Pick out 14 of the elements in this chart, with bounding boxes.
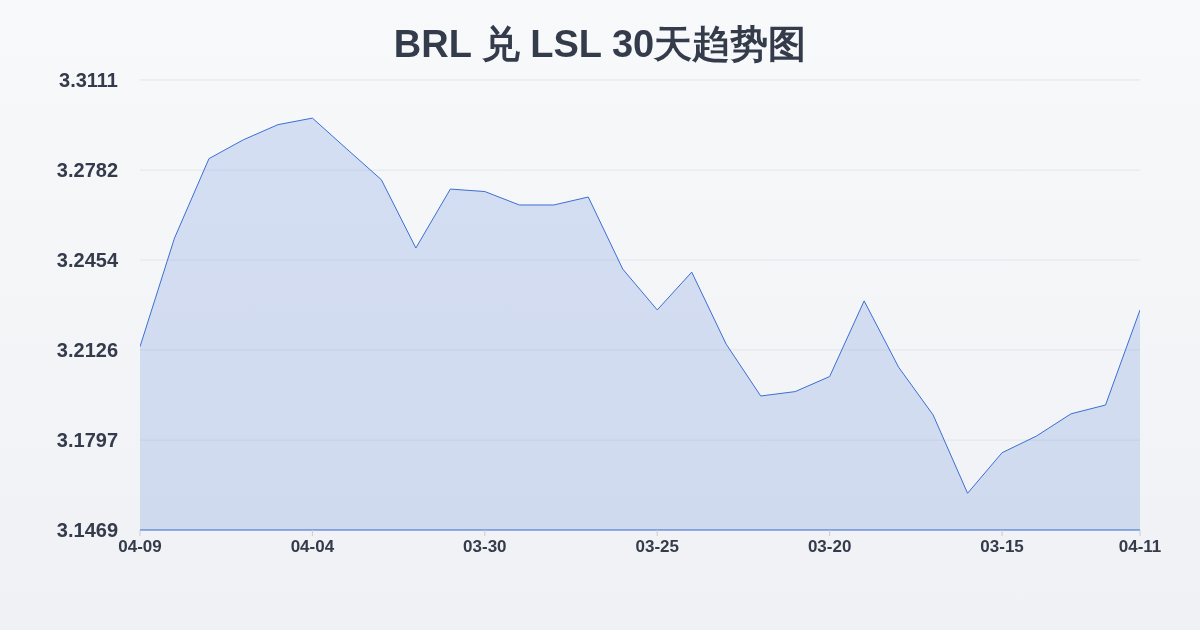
- y-tick-label: 3.1469: [56, 519, 118, 542]
- y-tick-label: 3.1797: [56, 429, 118, 452]
- x-tick-label: 03-15: [980, 537, 1024, 557]
- y-tick-label: 3.2126: [56, 339, 118, 362]
- x-tick-label: 04-09: [118, 537, 162, 557]
- y-tick-label: 3.2782: [56, 159, 118, 182]
- x-tick-label: 03-30: [463, 537, 507, 557]
- x-tick-label: 03-20: [807, 537, 852, 557]
- x-tick-label: 04-11: [1118, 537, 1162, 557]
- x-tick-label: 03-25: [635, 537, 679, 557]
- chart-title: BRL 兑 LSL 30天趋势图: [392, 22, 808, 66]
- y-tick-label: 3.2454: [56, 249, 119, 272]
- y-tick-label: 3.3111: [59, 69, 118, 92]
- x-tick-label: 04-04: [290, 537, 335, 557]
